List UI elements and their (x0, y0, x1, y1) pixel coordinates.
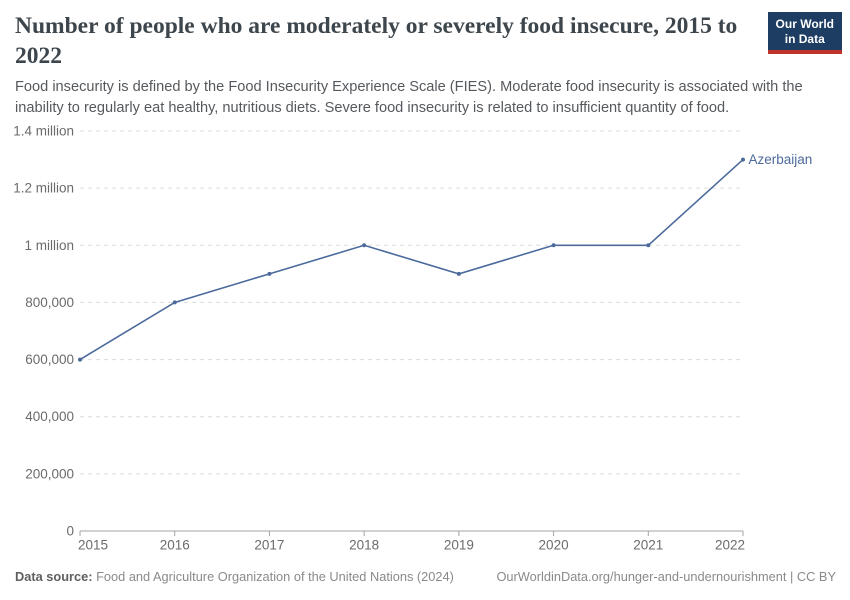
data-source-label: Data source: (15, 569, 93, 584)
data-point[interactable] (741, 157, 745, 162)
y-axis-tick-label: 200,000 (25, 466, 74, 481)
data-point[interactable] (551, 243, 556, 248)
data-source-text: Food and Agriculture Organization of the… (96, 569, 454, 584)
x-axis-tick-label: 2019 (444, 538, 474, 553)
x-axis-tick-label: 2022 (715, 538, 745, 553)
owid-logo-line1: Our World (775, 17, 834, 31)
series-entity-label[interactable]: Azerbaijan (749, 152, 813, 167)
data-point[interactable] (362, 243, 367, 248)
x-axis-tick-label: 2016 (160, 538, 190, 553)
chart-footer: Data source: Food and Agriculture Organi… (15, 569, 836, 584)
chart-subtitle: Food insecurity is defined by the Food I… (15, 79, 803, 117)
y-axis-tick-label: 1.4 million (13, 124, 74, 139)
data-point[interactable] (456, 271, 461, 276)
data-series-line[interactable] (79, 158, 744, 361)
x-axis-tick-label: 2017 (254, 538, 284, 553)
x-axis-tick-label: 2018 (349, 538, 379, 553)
data-source: Data source: Food and Agriculture Organi… (15, 569, 454, 584)
owid-logo-line2: in Data (784, 31, 825, 46)
y-axis-tick-label: 1.2 million (13, 181, 74, 196)
y-axis-tick-label: 400,000 (25, 409, 74, 424)
owid-logo[interactable]: Our World in Data (767, 12, 842, 54)
y-axis-tick-label: 0 (66, 524, 74, 539)
data-point[interactable] (267, 271, 272, 276)
owid-url-link[interactable]: OurWorldinData.org/hunger-and-undernouri… (496, 569, 836, 584)
page-title: Number of people who are moderately or s… (15, 13, 738, 69)
x-axis-tick-label: 2020 (539, 538, 569, 553)
y-axis-tick-label: 1 million (24, 238, 74, 253)
y-axis-tick-label: 600,000 (25, 352, 74, 367)
y-axis-tick-label: 800,000 (25, 295, 74, 310)
x-axis-tick-label: 2021 (633, 538, 663, 553)
data-point[interactable] (646, 243, 651, 248)
data-point[interactable] (172, 300, 177, 305)
data-point[interactable] (78, 357, 82, 362)
x-axis-tick-label: 2015 (78, 538, 108, 553)
